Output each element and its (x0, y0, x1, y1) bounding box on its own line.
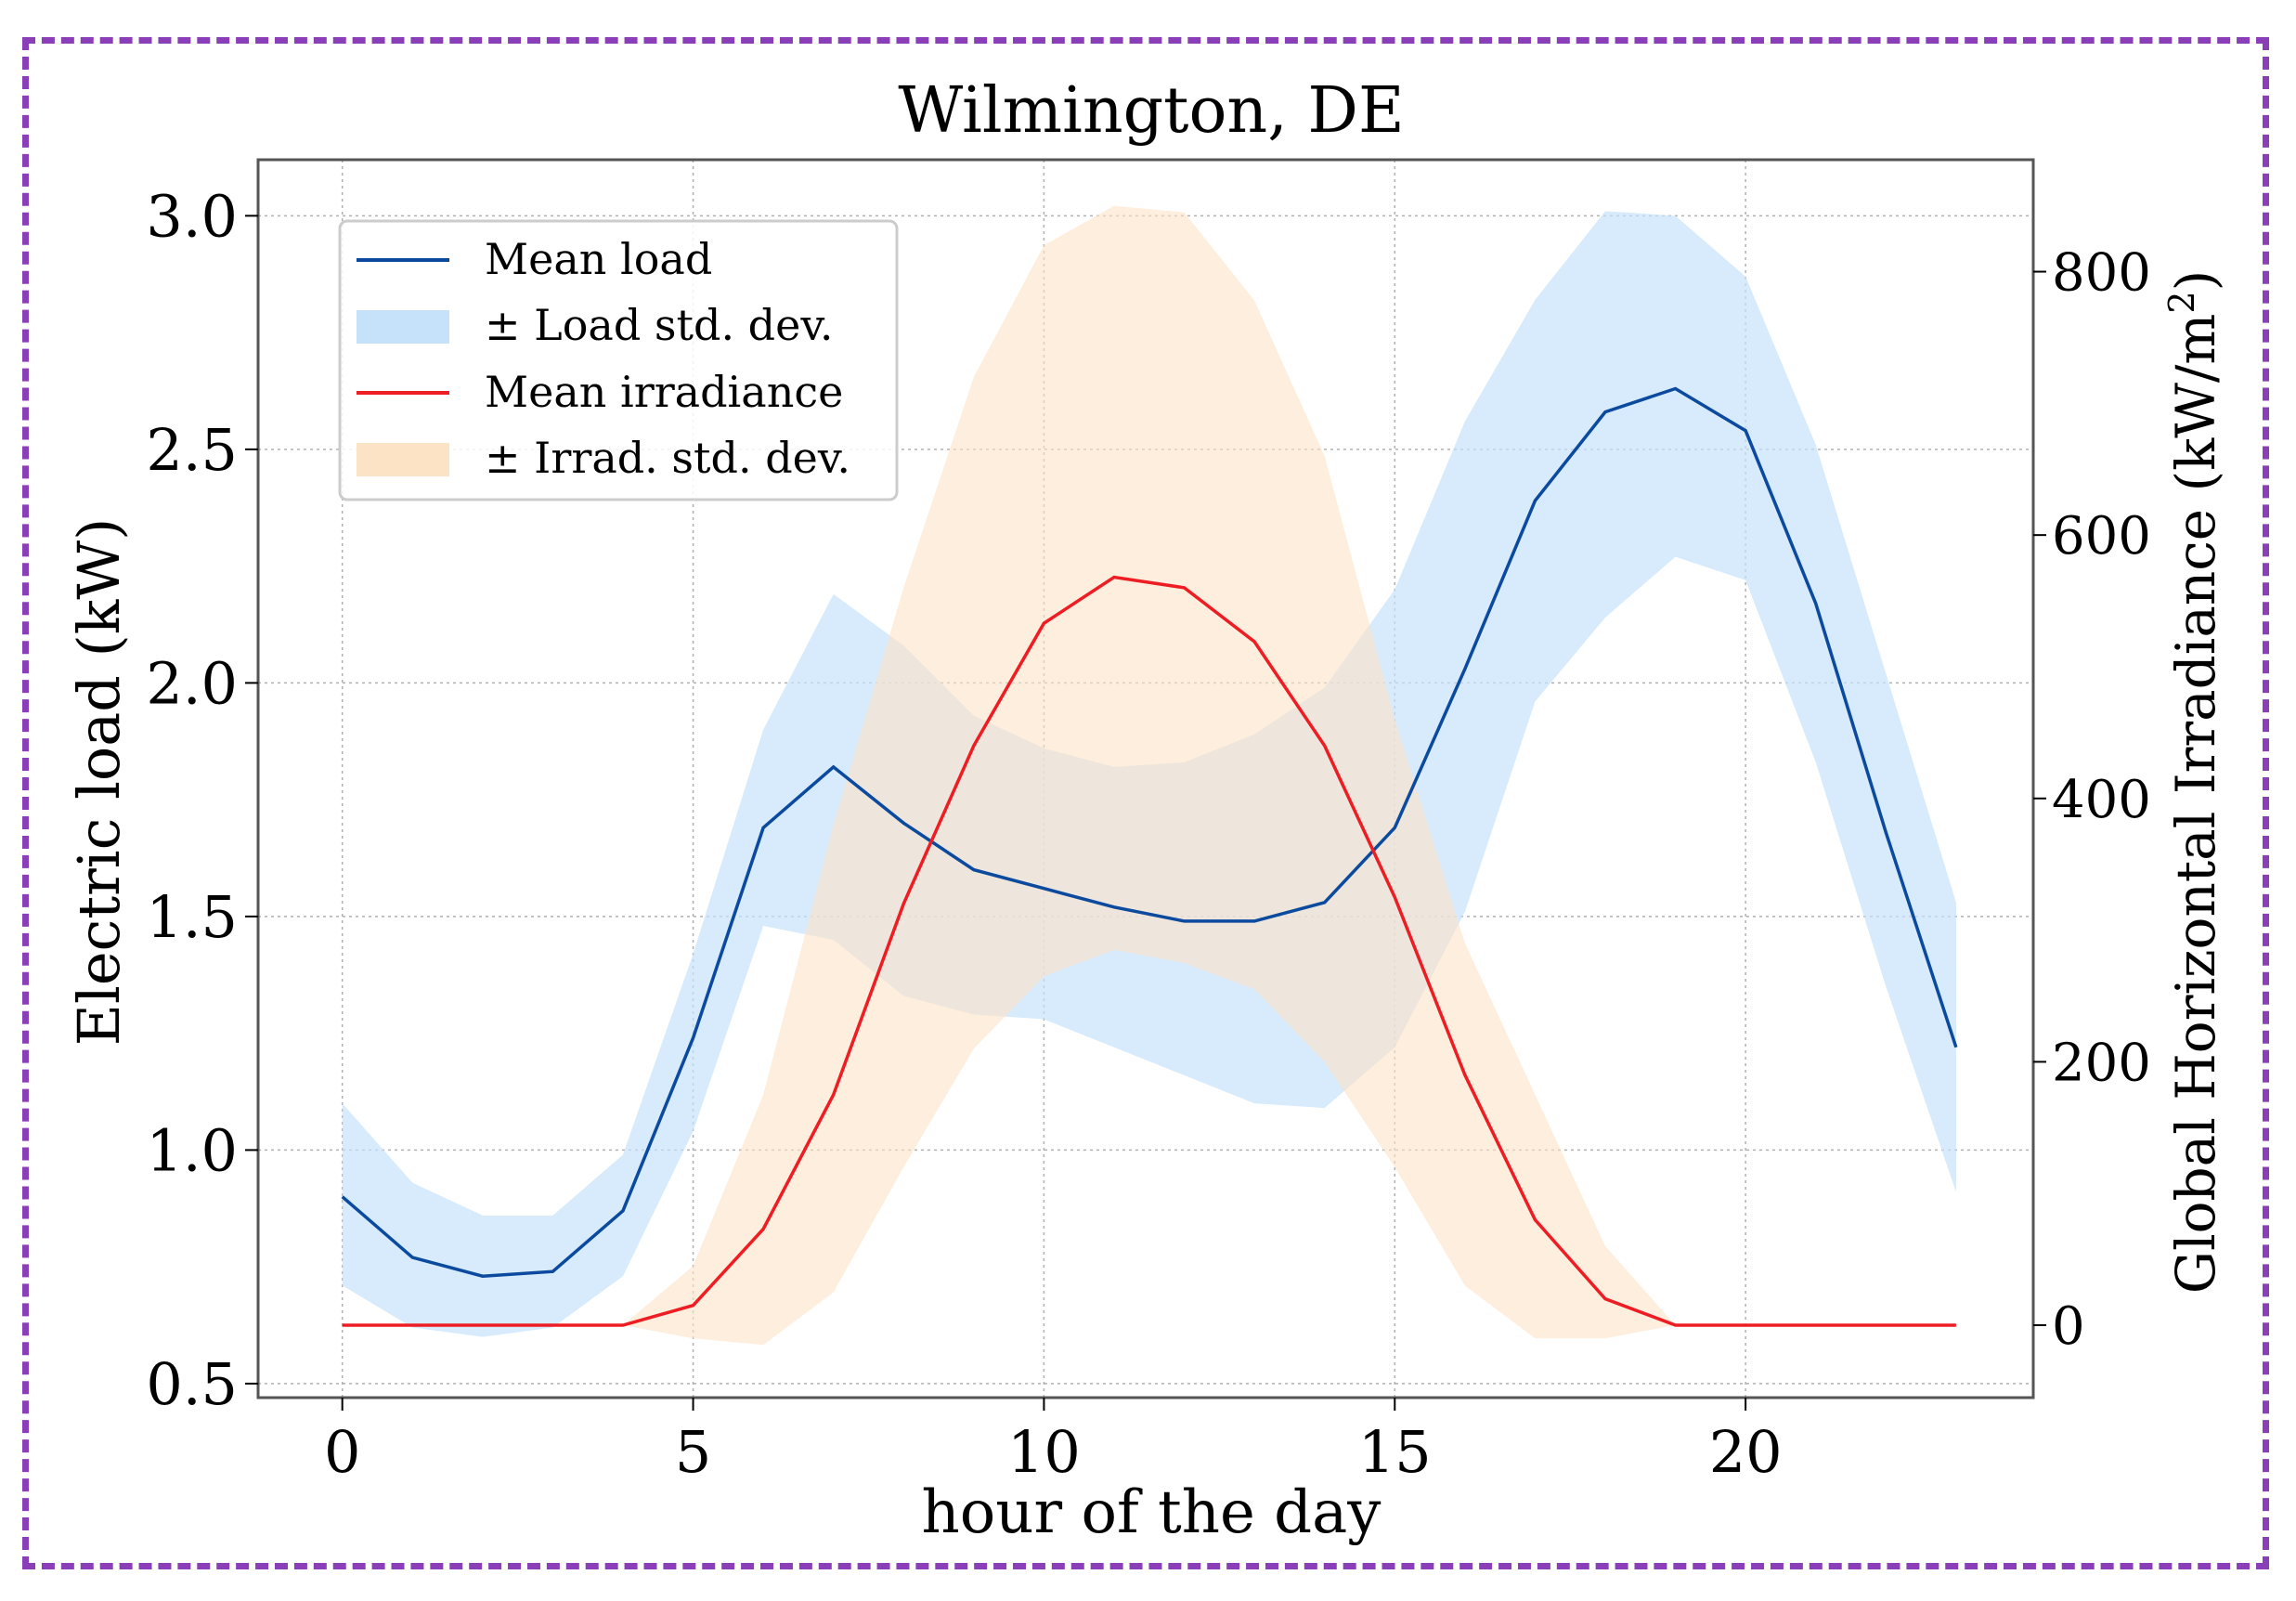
y2-tick-label: 600 (2052, 506, 2151, 566)
y2-tick-label: 200 (2052, 1033, 2151, 1093)
y-axis-ticks: 0.5 1.0 1.5 2.0 2.5 3.0 (146, 182, 258, 1418)
x-tick-label: 15 (1358, 1418, 1432, 1486)
legend: Mean load ± Load std. dev. Mean irradian… (338, 219, 899, 501)
legend-label-irrad-band: ± Irrad. std. dev. (485, 433, 850, 483)
chart-title: Wilmington, DE (898, 74, 1404, 148)
legend-label-load-band: ± Load std. dev. (485, 300, 834, 350)
x-tick-label: 10 (1007, 1418, 1081, 1486)
bands (342, 205, 1956, 1346)
plot-frame (256, 158, 2035, 1399)
y-tick-label: 0.5 (146, 1350, 238, 1418)
y-tick-label: 3.0 (146, 182, 238, 250)
x-axis-ticks: 0 5 10 15 20 (324, 1398, 1783, 1486)
y2-axis-ticks: 0 200 400 600 800 (2033, 243, 2151, 1357)
x-tick-label: 20 (1709, 1418, 1783, 1486)
y2-axis-label-tail: ) (2164, 270, 2227, 292)
x-axis-label: hour of the day (922, 1478, 1381, 1547)
y-tick-label: 2.0 (146, 649, 238, 717)
y-tick-label: 1.5 (146, 883, 238, 951)
y2-axis-label-sup: 2 (2161, 291, 2202, 313)
mean-load-line (341, 386, 1958, 1278)
y2-tick-label: 0 (2052, 1296, 2085, 1357)
legend-box (338, 219, 899, 501)
y2-axis-label: Global Horizontal Irradiance (kW/m2) (2161, 270, 2227, 1295)
y-axis-label: Electric load (kW) (65, 518, 133, 1047)
mean-irradiance-line (342, 575, 1956, 1327)
y2-axis-label-main: Global Horizontal Irradiance (kW/m (2164, 314, 2227, 1295)
legend-label-mean-irradiance: Mean irradiance (485, 367, 843, 417)
dashed-frame (22, 37, 2269, 1569)
y2-tick-label: 800 (2052, 243, 2151, 304)
x-tick-label: 0 (324, 1418, 360, 1486)
irradiance-std-band (342, 205, 1956, 1346)
y2-tick-label: 400 (2052, 770, 2151, 830)
y-tick-label: 1.0 (146, 1116, 238, 1184)
legend-swatch-irrad-band (357, 443, 449, 476)
lines (341, 386, 1958, 1327)
x-tick-label: 5 (675, 1418, 711, 1486)
legend-label-mean-load: Mean load (485, 234, 712, 284)
y-tick-label: 2.5 (146, 416, 238, 484)
legend-swatch-load-band (357, 310, 449, 344)
